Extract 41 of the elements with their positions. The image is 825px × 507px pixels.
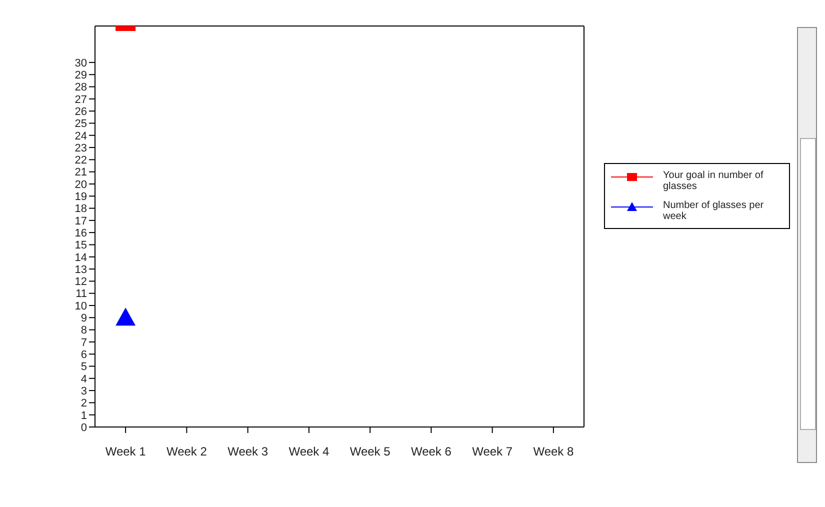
y-tick-label: 26 bbox=[74, 106, 87, 118]
y-tick-label: 29 bbox=[74, 70, 87, 82]
y-tick-label: 13 bbox=[74, 264, 87, 276]
x-tick-label: Week 2 bbox=[166, 444, 208, 459]
y-tick-label: 6 bbox=[80, 348, 87, 361]
y-tick-label: 11 bbox=[76, 288, 87, 300]
y-tick-label: 27 bbox=[74, 94, 87, 106]
y-tick-label: 10 bbox=[74, 300, 87, 312]
y-tick-label: 22 bbox=[74, 154, 87, 167]
y-tick-label: 3 bbox=[80, 385, 87, 398]
y-tick-label: 9 bbox=[80, 312, 87, 325]
legend-label: Number of glasses per week bbox=[663, 200, 765, 222]
x-tick-label: Week 4 bbox=[288, 444, 330, 459]
y-tick-label: 4 bbox=[80, 373, 87, 386]
y-tick-label: 25 bbox=[74, 118, 87, 130]
y-tick-label: 20 bbox=[74, 178, 87, 191]
y-tick-label: 28 bbox=[74, 82, 87, 94]
x-tick-label: Week 6 bbox=[410, 444, 452, 459]
x-tick-label: Week 7 bbox=[472, 444, 513, 459]
y-tick-label: 8 bbox=[80, 324, 87, 337]
y-tick-label: 14 bbox=[74, 252, 87, 264]
y-tick-label: 0 bbox=[80, 422, 87, 434]
y-tick-label: 1 bbox=[80, 410, 87, 422]
y-tick-label: 19 bbox=[74, 191, 87, 204]
x-tick-label: Week 1 bbox=[105, 444, 146, 459]
y-tick-label: 16 bbox=[74, 227, 87, 240]
y-tick-label: 12 bbox=[74, 276, 87, 288]
x-tick-label: Week 3 bbox=[228, 444, 268, 459]
legend-label: Your goal in number of glasses bbox=[663, 170, 764, 192]
y-tick-label: 7 bbox=[80, 336, 87, 349]
y-tick-label: 24 bbox=[74, 130, 87, 142]
y-tick-label: 17 bbox=[74, 215, 87, 228]
x-tick-label: Week 5 bbox=[350, 444, 391, 459]
y-tick-label: 30 bbox=[74, 57, 87, 70]
y-tick-label: 5 bbox=[80, 361, 87, 374]
y-tick-label: 18 bbox=[74, 203, 87, 216]
y-tick-label: 2 bbox=[80, 398, 87, 410]
y-tick-label: 15 bbox=[74, 240, 87, 252]
y-tick-label: 23 bbox=[74, 142, 87, 154]
y-tick-label: 21 bbox=[74, 166, 87, 179]
x-tick-label: Week 8 bbox=[533, 444, 574, 459]
